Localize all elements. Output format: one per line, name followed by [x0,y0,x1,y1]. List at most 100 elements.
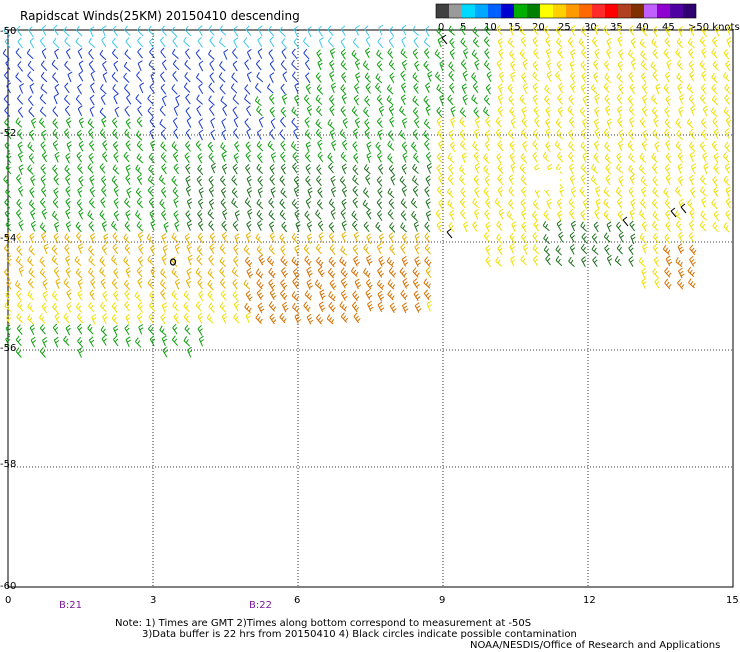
wind-barb [318,37,324,48]
wind-barb [399,267,407,278]
wind-barb [651,37,658,49]
wind-barb [447,199,455,210]
wind-barb [628,244,634,256]
wind-barb [510,117,516,129]
wind-barb [78,208,84,220]
wind-barb [654,277,660,289]
wind-barb [101,220,107,232]
wind-barb [604,153,612,164]
wind-barb [507,129,515,140]
wind-barb [175,94,181,106]
wind-barb [520,72,527,84]
wind-barb [330,175,336,187]
wind-barb [519,163,526,175]
wind-barb [112,164,120,175]
wind-barb [641,221,648,232]
wind-barb [42,290,48,302]
wind-barb [471,94,478,105]
wind-barb [53,93,59,105]
wind-barb [568,163,575,175]
wind-barb [640,198,647,209]
wind-barb [400,48,408,59]
color-scale-block [449,4,462,18]
wind-barb [495,116,502,128]
wind-barb [4,244,11,255]
wind-barb [51,290,59,302]
wind-barb [307,26,312,38]
wind-barb [147,186,154,197]
wind-barb [53,232,59,244]
wind-barb [341,231,347,243]
wind-barb [54,312,60,324]
color-scale-tick: >50 knots [688,22,740,33]
wind-barb [51,59,59,70]
wind-barb [102,71,108,83]
wind-barb [520,174,527,186]
wind-barb [679,93,685,105]
wind-barb [280,151,286,163]
color-scale-block [631,4,644,18]
wind-barb [232,60,238,72]
wind-barb [137,302,144,313]
wind-barb [137,231,144,243]
wind-barb [388,59,396,71]
wind-barb [158,174,166,185]
wind-barb [280,245,286,256]
wind-barb [604,141,611,153]
wind-barb [219,84,226,95]
wind-barb [651,220,659,232]
wind-barb [482,106,490,117]
wind-barb [6,152,12,164]
wind-barb [149,209,155,221]
wind-barb [39,256,46,268]
wind-barb [665,221,671,232]
wind-barb [66,141,72,152]
wind-barb [136,174,143,185]
wind-barb [570,72,576,83]
wind-barb [51,244,58,256]
wind-barb [532,129,539,140]
color-scale-tick: 35 [610,22,623,33]
wind-barb [40,83,48,94]
wind-barb [387,48,394,59]
wind-barb [75,25,83,37]
wind-barb [172,151,179,163]
wind-barb [113,60,119,72]
longitude-label: 9 [439,595,445,606]
wind-barb [363,267,371,278]
wind-barb [638,256,646,268]
wind-barb [652,26,658,38]
wind-barb [40,60,48,71]
wind-barb [244,197,252,208]
wind-barb [172,70,178,82]
wind-barb [618,231,625,243]
wind-barb [437,36,443,48]
wind-barb [269,129,275,140]
wind-barb [185,128,192,140]
wind-barb [542,151,550,162]
wind-barb [30,117,37,129]
wind-barb [664,128,671,139]
wind-barb [423,278,431,289]
wind-barb [401,233,408,244]
wind-barb [378,233,385,244]
wind-barb [725,186,731,198]
wind-barb [17,106,24,118]
wind-barb [703,162,709,174]
wind-barb [280,289,288,301]
wind-barb [99,84,107,95]
wind-barb [496,220,503,231]
wind-barb [159,325,167,336]
longitude-label: 15 [726,595,739,606]
wind-barb [365,36,371,48]
wind-barb [655,83,661,95]
wind-barb [653,256,660,268]
wind-barb [4,198,11,209]
wind-barb [210,129,216,141]
wind-barb [52,197,59,209]
wind-barb [485,256,491,267]
wind-barb [268,244,276,255]
wind-barb [522,83,529,94]
wind-barb [279,175,286,186]
wind-barb [149,47,155,59]
